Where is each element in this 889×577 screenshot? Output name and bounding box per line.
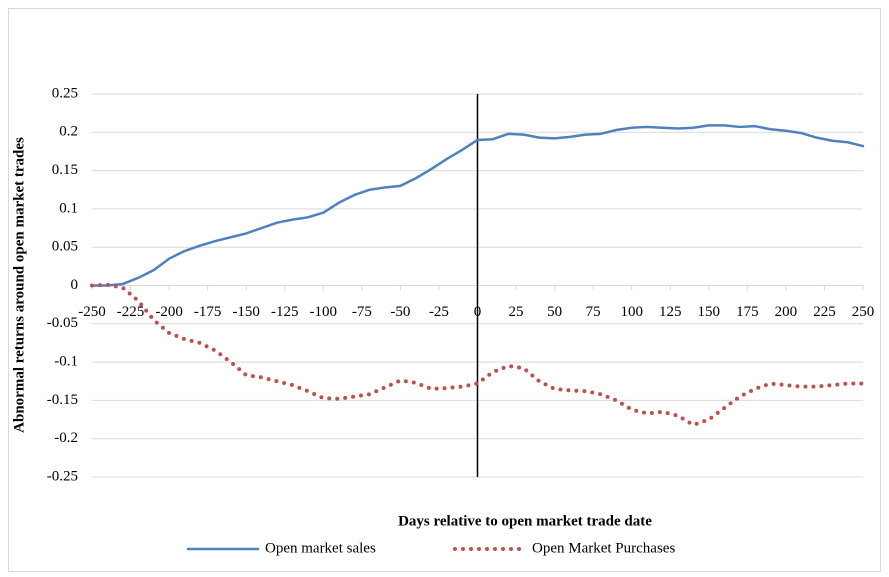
x-axis-title: Days relative to open market trade date: [398, 513, 652, 529]
y-tick-label: 0.2: [59, 124, 78, 140]
x-tick-label: 225: [813, 304, 836, 320]
line-series: [90, 124, 865, 287]
x-tick-label: -75: [352, 304, 372, 320]
x-tick-label: -200: [155, 304, 183, 320]
y-tick-label: 0: [71, 277, 79, 293]
legend-label: Open market sales: [265, 540, 376, 556]
x-tick-label: 100: [620, 304, 643, 320]
y-tick-label: -0.2: [54, 430, 78, 446]
x-tick-label: -50: [390, 304, 410, 320]
x-tick-label: -250: [78, 304, 106, 320]
line-series: [90, 282, 865, 427]
y-tick-label: -0.1: [54, 354, 78, 370]
y-tick-label: 0.15: [52, 162, 78, 178]
x-tick-label: -150: [232, 304, 260, 320]
x-tick-label: 150: [698, 304, 721, 320]
y-axis-title: Abnormal returns around open market trad…: [11, 137, 27, 433]
y-tick-label: 0.25: [52, 85, 78, 101]
x-tick-label: 75: [586, 304, 601, 320]
chart-border: [8, 8, 881, 572]
x-tick-label: 25: [509, 304, 524, 320]
x-tick-label: -225: [117, 304, 145, 320]
x-tick-label: -125: [271, 304, 299, 320]
y-tick-label: 0.05: [52, 239, 78, 255]
x-tick-label: 175: [736, 304, 759, 320]
y-tick-label: -0.25: [47, 468, 78, 484]
legend-label: Open Market Purchases: [532, 540, 675, 556]
x-tick-label: -25: [429, 304, 449, 320]
x-tick-label: 200: [775, 304, 798, 320]
x-tick-label: -100: [310, 304, 338, 320]
x-tick-label: 125: [659, 304, 682, 320]
x-tick-label: -175: [194, 304, 222, 320]
y-tick-label: -0.15: [47, 392, 78, 408]
x-tick-label: 250: [852, 304, 875, 320]
y-tick-label: 0.1: [59, 200, 78, 216]
y-tick-label: -0.05: [47, 315, 78, 331]
x-tick-label: 50: [547, 304, 562, 320]
